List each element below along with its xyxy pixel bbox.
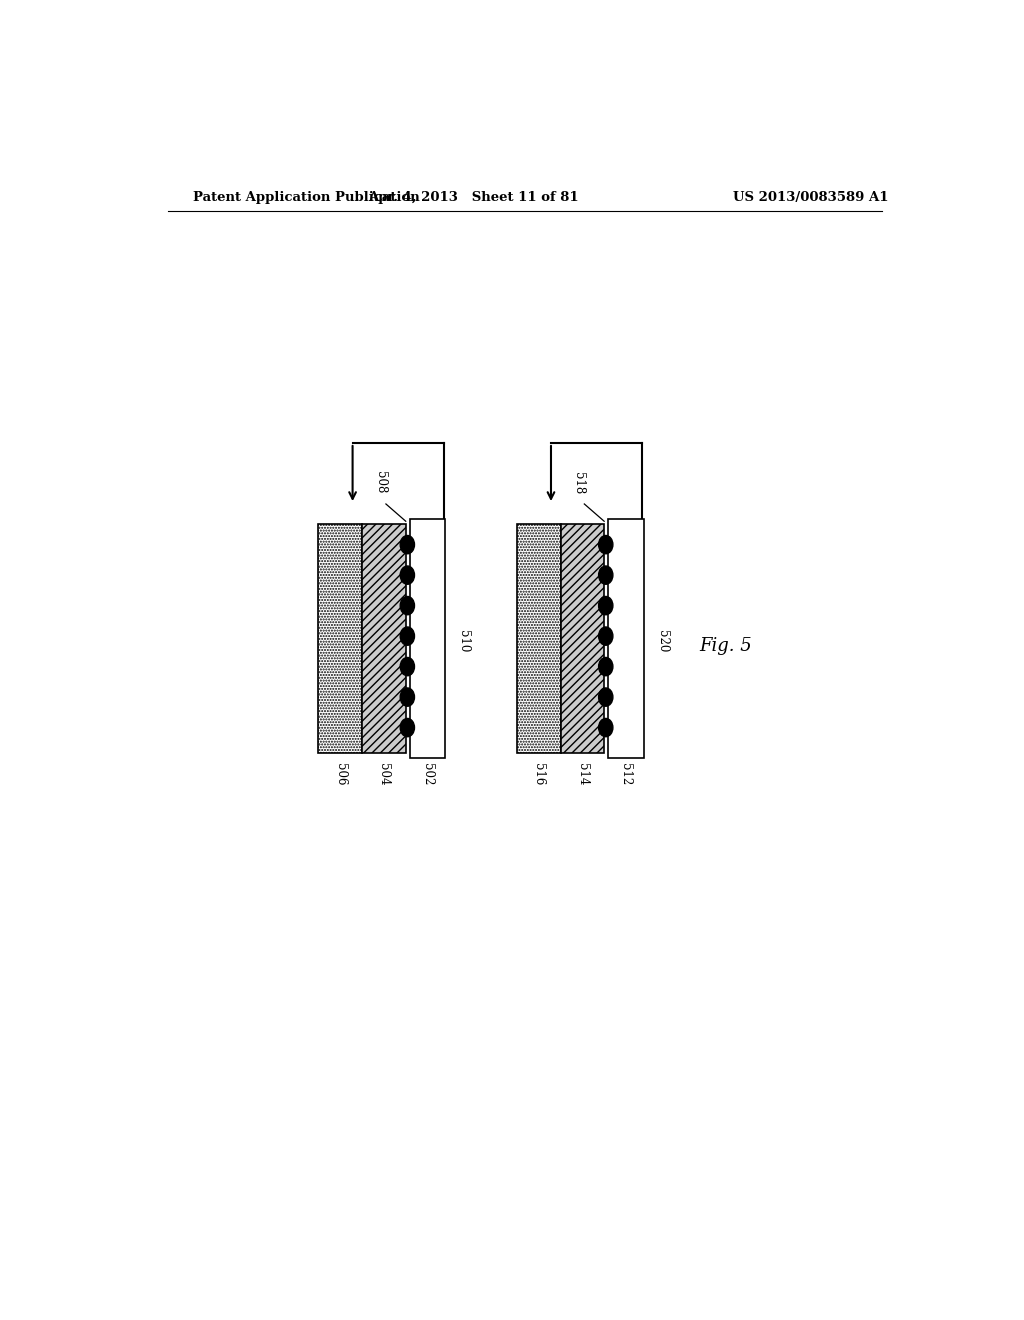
Circle shape	[400, 627, 415, 645]
Text: Apr. 4, 2013   Sheet 11 of 81: Apr. 4, 2013 Sheet 11 of 81	[368, 190, 579, 203]
Text: 516: 516	[532, 763, 545, 785]
Bar	[608, 519, 644, 758]
Text: 510: 510	[458, 630, 470, 652]
Circle shape	[599, 657, 613, 676]
Circle shape	[599, 536, 613, 554]
Circle shape	[599, 688, 613, 706]
Text: 506: 506	[334, 763, 347, 785]
Text: 504: 504	[378, 763, 390, 785]
Text: US 2013/0083589 A1: US 2013/0083589 A1	[733, 190, 888, 203]
Circle shape	[400, 566, 415, 585]
Circle shape	[599, 597, 613, 615]
Bar	[517, 524, 560, 752]
Text: 518: 518	[572, 471, 586, 494]
Bar	[560, 524, 604, 752]
Circle shape	[599, 718, 613, 737]
Bar	[362, 524, 406, 752]
Bar	[318, 524, 362, 752]
Circle shape	[400, 597, 415, 615]
Text: Fig. 5: Fig. 5	[699, 638, 753, 655]
Circle shape	[400, 718, 415, 737]
Text: 512: 512	[620, 763, 633, 785]
Text: Patent Application Publication: Patent Application Publication	[194, 190, 420, 203]
Circle shape	[400, 536, 415, 554]
Text: 502: 502	[421, 763, 434, 785]
Text: 520: 520	[655, 630, 669, 652]
Text: 514: 514	[575, 763, 589, 785]
Text: 508: 508	[374, 471, 387, 494]
Circle shape	[599, 566, 613, 585]
Circle shape	[400, 657, 415, 676]
Circle shape	[599, 627, 613, 645]
Bar	[410, 519, 445, 758]
Circle shape	[400, 688, 415, 706]
